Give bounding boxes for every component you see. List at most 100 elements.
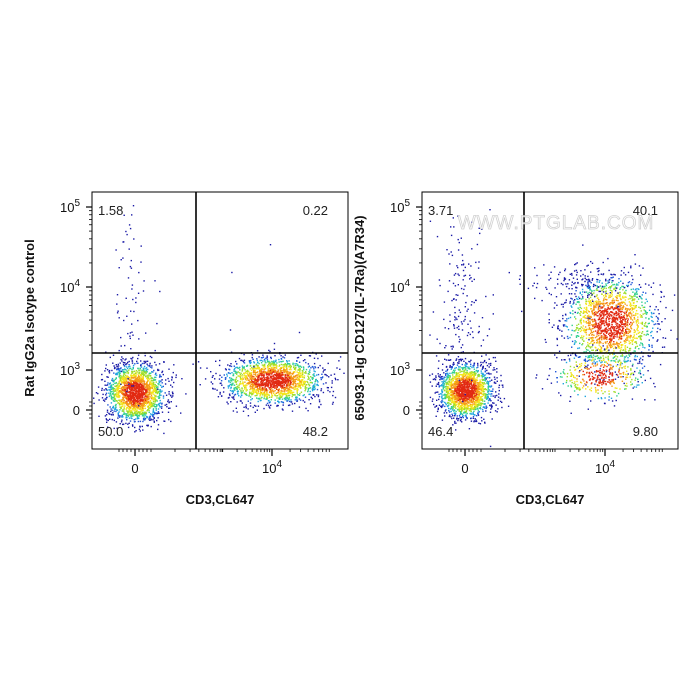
event-dot xyxy=(111,377,114,380)
event-dot xyxy=(233,384,236,386)
event-dot xyxy=(291,410,294,412)
event-dot xyxy=(447,390,449,393)
event-dot xyxy=(140,261,142,263)
event-dot xyxy=(120,377,123,380)
event-dot xyxy=(480,361,482,364)
event-dot xyxy=(239,369,241,371)
event-dot xyxy=(146,371,148,373)
event-dot xyxy=(233,398,235,400)
event-dot xyxy=(261,372,264,374)
event-dot xyxy=(118,376,120,378)
event-dot xyxy=(126,393,128,395)
event-dot xyxy=(280,386,282,388)
event-dot xyxy=(240,394,243,396)
event-dot xyxy=(105,394,107,396)
event-dot xyxy=(132,388,134,390)
event-dot xyxy=(142,400,144,402)
event-dot xyxy=(102,399,105,401)
event-dot xyxy=(255,368,257,370)
event-dot xyxy=(285,396,287,399)
event-dot xyxy=(120,367,122,369)
event-dot xyxy=(454,376,457,379)
event-dot xyxy=(132,413,134,415)
event-dot xyxy=(138,338,140,340)
event-dot xyxy=(283,373,285,375)
event-dot xyxy=(285,376,287,379)
event-dot xyxy=(123,380,125,383)
event-dot xyxy=(236,401,238,403)
event-dot xyxy=(494,356,496,359)
event-dot xyxy=(299,370,301,372)
event-dot xyxy=(273,342,276,345)
event-dot xyxy=(197,361,200,363)
event-dot xyxy=(290,382,292,384)
event-dot xyxy=(266,379,268,382)
event-dot xyxy=(123,387,125,389)
event-dot xyxy=(234,370,236,372)
event-dot xyxy=(139,395,141,397)
event-dot xyxy=(435,415,437,417)
event-dot xyxy=(122,361,125,364)
event-dot xyxy=(313,373,315,375)
event-dot xyxy=(122,408,124,411)
event-dot xyxy=(249,402,252,404)
event-dot xyxy=(141,409,144,411)
event-dot xyxy=(140,383,143,386)
event-dot xyxy=(282,370,284,372)
event-dot xyxy=(145,367,148,369)
event-dot xyxy=(268,363,270,366)
event-dot xyxy=(264,393,266,395)
event-dot xyxy=(142,394,144,396)
event-dot xyxy=(120,407,122,409)
event-dot xyxy=(140,409,142,411)
event-dot xyxy=(132,391,134,393)
event-dot xyxy=(307,375,309,377)
event-dot xyxy=(134,388,136,390)
event-dot xyxy=(150,398,153,400)
event-dot xyxy=(453,371,455,374)
event-dot xyxy=(126,370,129,373)
event-dot xyxy=(123,399,126,401)
event-dot xyxy=(253,390,255,392)
event-dot xyxy=(142,399,144,401)
event-dot xyxy=(448,415,450,418)
event-dot xyxy=(141,415,144,417)
event-dot xyxy=(248,375,251,377)
event-dot xyxy=(249,365,252,367)
event-dot xyxy=(141,378,144,380)
event-dot xyxy=(249,391,251,393)
event-dot xyxy=(126,413,128,415)
event-dot xyxy=(500,374,502,377)
event-dot xyxy=(170,384,172,386)
event-dot xyxy=(149,400,152,402)
event-dot xyxy=(450,410,452,413)
event-dot xyxy=(141,398,143,400)
event-dot xyxy=(172,392,174,395)
event-dot xyxy=(314,383,316,385)
event-dot xyxy=(125,375,128,377)
event-dot xyxy=(283,390,285,393)
event-dot xyxy=(253,361,255,363)
event-dot xyxy=(120,388,122,390)
event-dot xyxy=(473,410,475,413)
event-dot xyxy=(316,394,318,396)
event-dot xyxy=(455,393,457,395)
event-dot xyxy=(146,410,148,412)
event-dot xyxy=(137,388,140,390)
event-dot xyxy=(302,366,305,368)
event-dot xyxy=(163,432,165,435)
event-dot xyxy=(268,365,271,367)
event-dot xyxy=(229,383,231,386)
event-dot xyxy=(118,369,120,371)
event-dot xyxy=(131,424,134,426)
event-dot xyxy=(123,373,125,376)
event-dot xyxy=(111,393,114,395)
event-dot xyxy=(158,384,160,386)
event-dot xyxy=(122,376,124,378)
event-dot xyxy=(269,407,271,409)
event-dot xyxy=(269,388,271,391)
event-dot xyxy=(142,377,144,379)
event-dot xyxy=(156,412,158,415)
event-dot xyxy=(267,394,270,396)
event-dot xyxy=(258,388,261,390)
